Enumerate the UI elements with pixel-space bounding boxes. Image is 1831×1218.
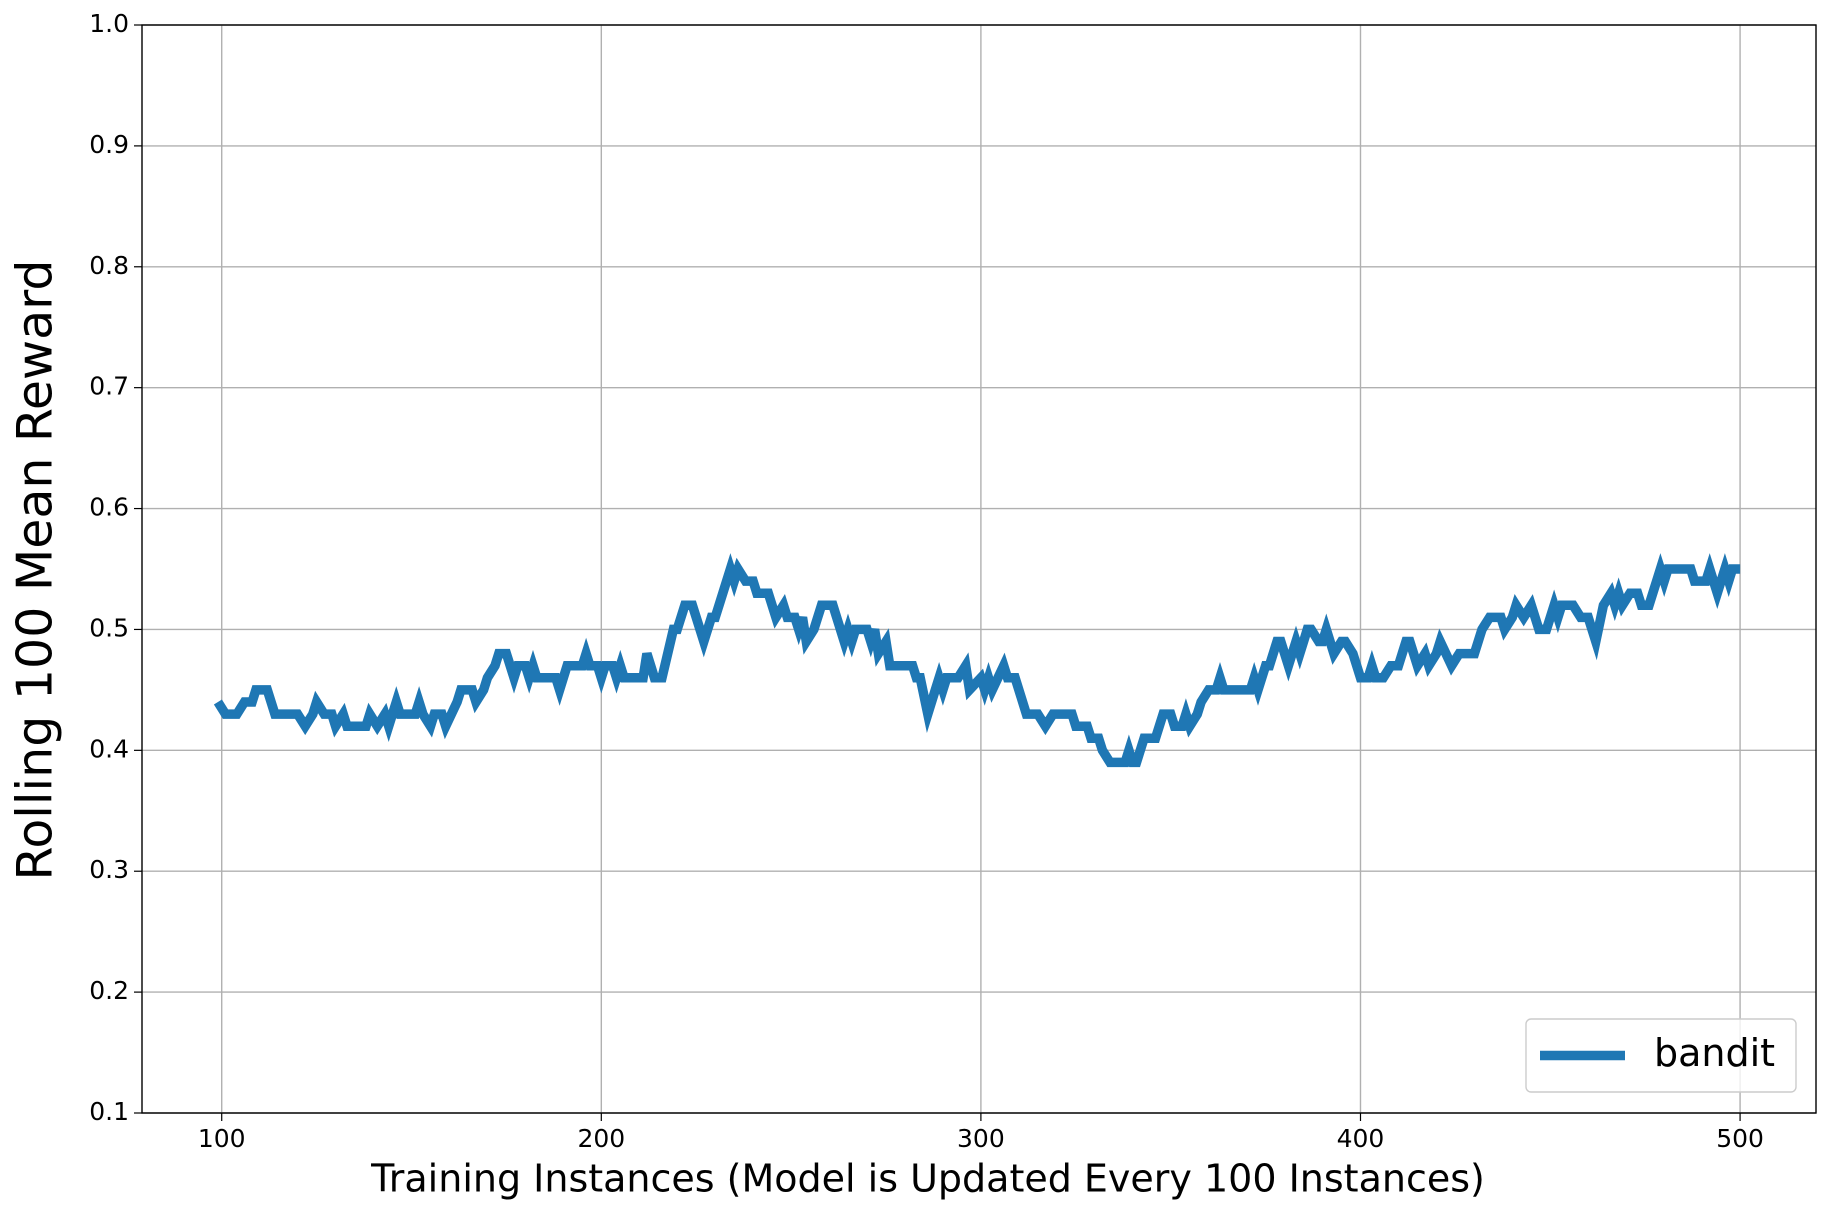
x-axis-label: Training Instances (Model is Updated Eve…	[370, 1157, 1485, 1201]
line	[213, 553, 1741, 768]
y-tick-label: 0.5	[89, 613, 129, 642]
plot-frame	[141, 24, 1817, 1114]
y-tick-label: 0.7	[89, 372, 129, 401]
y-tick-label: 0.1	[89, 1097, 129, 1126]
x-tick-label: 500	[1716, 1124, 1764, 1153]
legend-box	[1525, 1018, 1797, 1093]
y-tick-label: 0.6	[89, 493, 129, 522]
x-tick-label: 100	[198, 1124, 246, 1153]
y-tick-label: 0.2	[89, 976, 129, 1005]
y-tick-label: 0.3	[89, 855, 129, 884]
y-tick-label: 0.8	[89, 251, 129, 280]
x-tick-label: 200	[577, 1124, 625, 1153]
y-tick-label: 1.0	[89, 9, 129, 38]
x-tick-label: 400	[1337, 1124, 1385, 1153]
y-tick-label: 0.9	[89, 130, 129, 159]
y-axis-label: Rolling 100 Mean Reward	[7, 259, 64, 880]
legend-label: bandit	[1654, 1031, 1775, 1075]
y-tick-label: 0.4	[89, 734, 129, 763]
x-tick-label: 300	[957, 1124, 1005, 1153]
